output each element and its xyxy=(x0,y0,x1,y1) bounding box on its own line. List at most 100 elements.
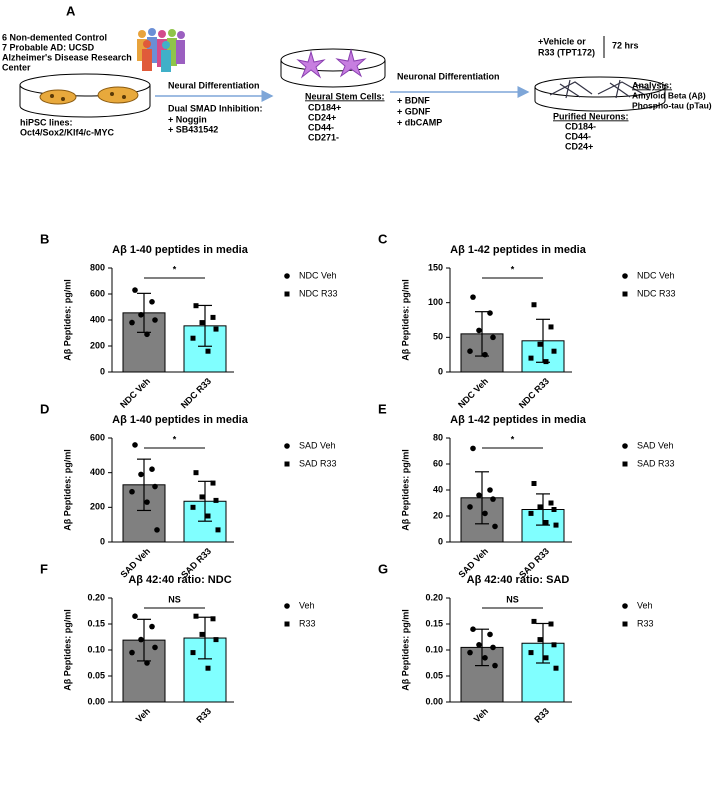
data-point xyxy=(482,351,488,358)
dish xyxy=(19,73,151,118)
data-point xyxy=(476,642,482,648)
chart: F Aβ 42:40 ratio: NDC Aβ Peptides: pg/ml 0.… xyxy=(40,561,316,724)
y-axis-label: Aβ Peptides: pg/ml xyxy=(62,609,72,691)
y-tick-label: 50 xyxy=(433,332,443,342)
y-tick-label: 0.10 xyxy=(87,644,105,654)
y-axis-label: Aβ Peptides: pg/ml xyxy=(400,279,410,361)
data-point xyxy=(144,499,150,505)
neuron-marker: CD44- xyxy=(565,131,591,141)
chart-title: Aβ 42:40 ratio: SAD xyxy=(467,574,570,586)
neuron-marker: CD184- xyxy=(565,121,596,131)
panel-letter: B xyxy=(40,231,49,246)
legend-marker xyxy=(622,291,628,297)
significance-label: * xyxy=(173,264,177,274)
data-point xyxy=(193,470,199,476)
data-point xyxy=(213,637,219,643)
step-detail: + GDNF xyxy=(397,106,431,116)
legend-marker xyxy=(622,443,628,449)
y-tick-label: 0 xyxy=(100,366,105,376)
data-point xyxy=(487,487,493,493)
x-tick-label: R33 xyxy=(194,706,213,725)
chart-title: Aβ 1-42 peptides in media xyxy=(450,244,587,256)
data-point xyxy=(551,642,557,648)
source-line: Center xyxy=(2,62,31,72)
data-point xyxy=(132,442,138,448)
data-point xyxy=(154,527,160,533)
legend-marker xyxy=(622,273,628,279)
data-point xyxy=(543,655,549,661)
data-point xyxy=(144,331,150,338)
step-detail: Dual SMAD Inhibition: xyxy=(168,103,263,113)
hipsc-line: hiPSC lines: xyxy=(20,117,73,127)
significance-label: * xyxy=(173,434,177,444)
chart-title: Aβ 1-42 peptides in media xyxy=(450,414,587,426)
hipsc-line: Oct4/Sox2/Klf4/c-MYC xyxy=(20,127,115,137)
data-point xyxy=(476,327,482,334)
y-tick-label: 200 xyxy=(90,502,105,512)
y-axis-label: Aβ Peptides: pg/ml xyxy=(400,449,410,531)
analysis-line: Phospho-tau (pTau) xyxy=(632,100,712,110)
x-tick-label: Veh xyxy=(472,706,490,724)
y-tick-label: 0.15 xyxy=(87,618,105,628)
data-point xyxy=(467,504,473,510)
data-point xyxy=(537,504,543,510)
legend-label: SAD Veh xyxy=(637,440,674,450)
data-point xyxy=(548,500,554,506)
chart: C Aβ 1-42 peptides in media Aβ Peptides: p… xyxy=(378,231,676,410)
data-point xyxy=(528,355,534,361)
x-tick-label: NDC Veh xyxy=(456,376,490,410)
error-bar xyxy=(475,471,489,525)
legend-label: R33 xyxy=(299,618,316,628)
data-point xyxy=(205,665,211,671)
data-point xyxy=(213,497,219,503)
y-axis-label: Aβ Peptides: pg/ml xyxy=(62,449,72,531)
y-tick-label: 0.05 xyxy=(87,670,105,680)
data-point xyxy=(138,636,144,643)
data-point xyxy=(467,649,473,656)
data-point xyxy=(190,650,196,656)
nsc-marker: CD44- xyxy=(308,122,334,132)
data-point xyxy=(193,613,199,619)
legend-label: NDC Veh xyxy=(299,270,337,280)
panel-letter: G xyxy=(378,561,388,576)
x-tick-label: R33 xyxy=(532,706,551,725)
y-tick-label: 400 xyxy=(90,314,105,324)
data-point xyxy=(487,310,493,316)
legend-marker xyxy=(284,291,290,297)
treatment-line: +Vehicle or xyxy=(538,36,586,46)
error-bar xyxy=(536,622,550,664)
y-tick-label: 0 xyxy=(100,536,105,546)
chart-title: Aβ 1-40 peptides in media xyxy=(112,244,249,256)
significance-label: NS xyxy=(168,594,181,604)
treatment-line: R33 (TPT172) xyxy=(538,47,595,57)
data-point xyxy=(470,294,476,300)
data-point xyxy=(553,522,559,528)
data-point xyxy=(490,644,496,651)
y-tick-label: 0.20 xyxy=(87,592,105,602)
y-tick-label: 200 xyxy=(90,340,105,350)
source-line: 7 Probable AD: UCSD xyxy=(2,42,95,52)
data-point xyxy=(470,626,476,632)
data-point xyxy=(490,334,496,341)
dish xyxy=(534,76,666,112)
y-tick-label: 0 xyxy=(438,366,443,376)
data-point xyxy=(543,520,549,525)
data-point xyxy=(210,314,216,320)
legend-label: Veh xyxy=(299,600,315,610)
neuron-marker: CD24+ xyxy=(565,141,593,151)
data-point xyxy=(531,302,537,308)
duration: 72 hrs xyxy=(612,40,639,50)
data-point xyxy=(199,631,205,637)
chart-title: Aβ 1-40 peptides in media xyxy=(112,414,249,426)
y-tick-label: 0.15 xyxy=(425,618,443,628)
data-point xyxy=(199,494,205,500)
data-point xyxy=(149,623,155,630)
y-tick-label: 0 xyxy=(438,536,443,546)
panel-a: A 6 Non-demented Control 7 Probable AD: … xyxy=(2,3,712,151)
data-point xyxy=(537,341,543,347)
data-point xyxy=(548,621,554,627)
data-point xyxy=(138,312,144,318)
significance-label: * xyxy=(511,434,515,444)
y-tick-label: 100 xyxy=(428,297,443,307)
y-tick-label: 0.00 xyxy=(87,696,105,706)
